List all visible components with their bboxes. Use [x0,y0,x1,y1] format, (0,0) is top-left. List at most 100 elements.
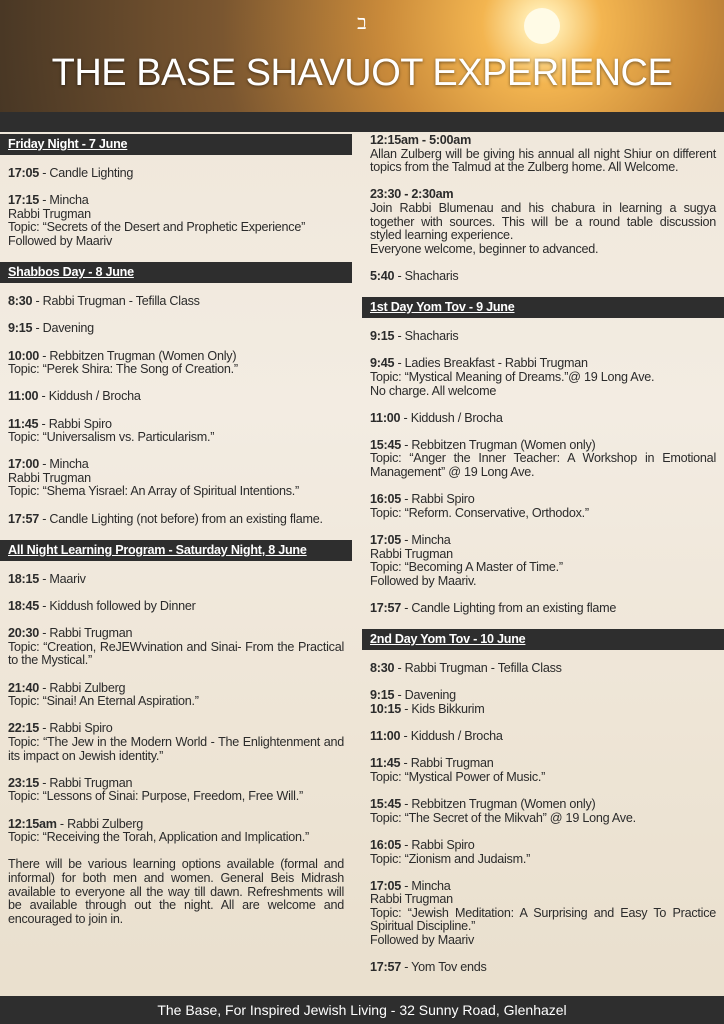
item-text: - Candle Lighting from an existing flame [400,601,617,615]
time: 12:15am [8,816,57,831]
item-line: Topic: “Jewish Meditation: A Surprising … [370,905,716,934]
item-line: Topic: “The Secret of the Mikvah” @ 19 L… [370,811,716,826]
item-line: 17:57 - Candle Lighting (not before) fro… [8,511,344,527]
schedule-item: There will be various learning options a… [0,857,352,926]
item-text: - Rebbitzen Trugman (Women Only) [38,348,237,363]
schedule-item: 11:00 - Kiddush / Brocha [0,390,352,404]
time: 9:15 [370,329,395,344]
item-line: Rabbi Trugman [8,470,344,486]
item-line: No charge. All welcome [370,384,716,399]
time: 17:15 [8,193,39,208]
item-text: Everyone welcome, beginner to advanced. [370,241,599,256]
item-text: - Shacharis [394,268,459,283]
item-text: Topic: “Shema Yisrael: An Array of Spiri… [8,484,299,499]
header-band [0,112,724,132]
item-text: - Ladies Breakfast - Rabbi Trugman [394,356,588,371]
time: 18:15 [8,571,39,586]
item-line: Rabbi Trugman [8,206,344,222]
time: 9:15 [370,688,395,703]
time: 10:15 [370,701,401,716]
item-text: Topic: “The Jew in the Modern World - Th… [8,734,344,763]
header-image: ב THE BASE SHAVUOT EXPERIENCE [0,0,724,112]
item-line: Topic: “Shema Yisrael: An Array of Spiri… [8,485,344,499]
item-text: - Rabbi Spiro [38,721,113,736]
item-text: - Mincha [400,533,451,548]
schedule-item: 12:15am - 5:00am Allan Zulberg will be gi… [362,134,724,175]
schedule-item: 11:00 - Kiddush / Brocha [362,411,724,426]
item-line: Topic: “Perek Shira: The Song of Creatio… [8,362,344,377]
schedule-item: 8:30 - Rabbi Trugman - Tefilla Class [362,661,724,676]
item-line: Topic: “Zionism and Judaism.” [370,852,716,867]
schedule-item: 8:30 - Rabbi Trugman - Tefilla Class [0,294,352,309]
item-text: - Candle Lighting [38,166,134,180]
item-text: - Mincha [38,457,89,472]
item-line: Topic: “Creation, ReJEWvination and Sina… [8,639,344,668]
item-text: Topic: “Mystical Meaning of Dreams.”@ 19… [370,369,655,384]
item-line: Followed by Maariv. [370,574,716,589]
item-line: Everyone welcome, beginner to advanced. [370,241,716,257]
item-text: There will be various learning options a… [8,857,344,926]
schedule-item: 23:15 - Rabbi Trugman Topic: “Lessons of … [0,775,352,804]
time: 18:45 [8,599,39,614]
item-line: 11:00 - Kiddush / Brocha [370,411,716,426]
item-line: 16:05 - Rabbi Spiro [370,837,716,853]
item-text: - Mincha [400,878,451,893]
item-line: Topic: “Sinai! An Eternal Aspiration.” [8,694,344,709]
item-text: Join Rabbi Blumenau and his chabura in l… [370,200,716,243]
item-text: - Yom Tov ends [400,960,487,975]
item-line: There will be various learning options a… [8,857,344,926]
item-line: Rabbi Trugman [370,892,716,907]
item-line: Rabbi Trugman [370,546,716,562]
schedule-item: 20:30 - Rabbi Trugman Topic: “Creation, R… [0,626,352,668]
time: 5:40 [370,268,395,283]
time: 17:57 [370,960,401,975]
schedule-item: 11:00 - Kiddush / Brocha [362,729,724,744]
item-text: - Rabbi Zulberg [38,680,126,695]
item-line: 10:15 - Kids Bikkurim [370,701,716,717]
item-text: Followed by Maariv [8,233,112,248]
schedule-item: 9:45 - Ladies Breakfast - Rabbi Trugman T… [362,357,724,398]
item-text: Rabbi Trugman [370,546,453,561]
item-text: - Rabbi Trugman - Tefilla Class [394,661,562,676]
item-line: 5:40 - Shacharis [370,268,716,284]
item-text: Allan Zulberg will be giving his annual … [370,146,716,175]
item-line: Topic: “Reform. Conservative, Orthodox.” [370,505,716,521]
item-text: - Shacharis [394,329,459,344]
column: 12:15am - 5:00am Allan Zulberg will be gi… [362,134,724,992]
item-text: Rabbi Trugman [8,470,91,485]
item-line: Topic: “The Jew in the Modern World - Th… [8,734,344,763]
item-line: Topic: “Secrets of the Desert and Prophe… [8,221,344,235]
schedule-item: 17:00 - Mincha Rabbi Trugman Topic: “Shema… [0,457,352,499]
item-text: Rabbi Trugman [8,206,91,221]
sun [524,8,560,44]
item-line: 22:15 - Rabbi Spiro [8,722,344,736]
schedule-item: 9:15 - Shacharis [362,329,724,344]
item-line: Followed by Maariv [8,233,344,249]
schedule-item: 12:15am - Rabbi Zulberg Topic: “Receiving… [0,816,352,845]
item-line: Topic: “Anger the Inner Teacher: A Works… [370,452,716,479]
item-text: - Candle Lighting (not before) from an e… [38,511,323,526]
time: 23:15 [8,775,39,790]
item-line: 23:15 - Rabbi Trugman [8,775,344,791]
item-text: Topic: “Universalism vs. Particularism.” [8,430,215,445]
item-text: - Kids Bikkurim [400,701,485,716]
item-line: 17:15 - Mincha [8,193,344,208]
time: 11:00 [370,729,401,744]
item-line: 23:30 - 2:30am [370,188,716,202]
item-line: 12:15am - Rabbi Zulberg [8,816,344,832]
schedule-item: 17:57 - Candle Lighting (not before) fro… [0,511,352,527]
schedule-item: 23:30 - 2:30am Join Rabbi Blumenau and hi… [362,188,724,256]
item-line: Topic: “Mystical Meaning of Dreams.”@ 19… [370,369,716,385]
schedule-item: 17:05 - Mincha Rabbi Trugman Topic: “Becom… [362,533,724,589]
time: 17:05 [8,166,39,180]
item-text: Topic: “Jewish Meditation: A Surprising … [370,905,716,934]
item-text: - Rabbi Spiro [400,837,475,852]
schedule-item: 9:15 - Davening [0,322,352,336]
item-text: Topic: “Reform. Conservative, Orthodox.” [370,505,589,520]
item-text: - Rabbi Spiro [400,492,475,507]
time: 10:00 [8,348,39,363]
item-text: Topic: “Creation, ReJEWvination and Sina… [8,639,344,668]
time: 8:30 [370,661,395,676]
time: 17:57 [8,511,39,526]
